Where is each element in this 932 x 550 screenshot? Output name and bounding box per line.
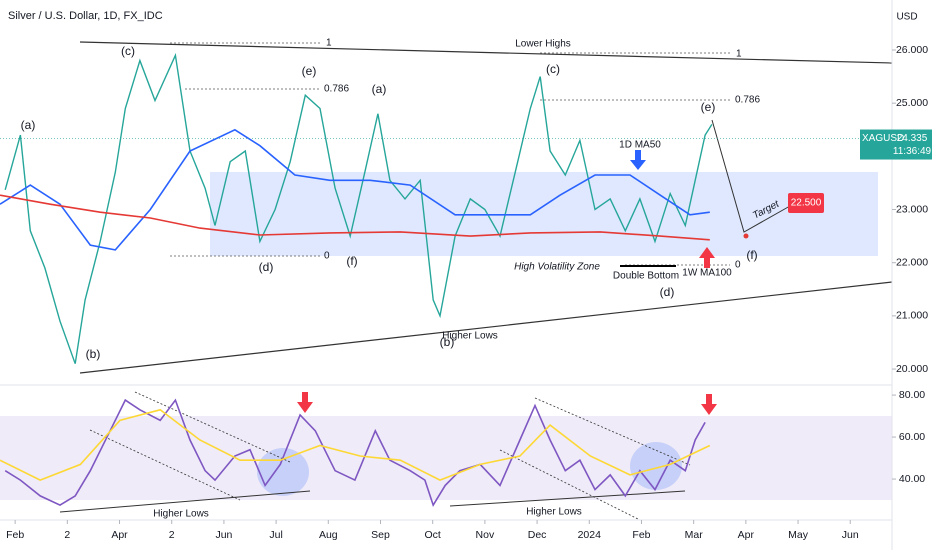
fib-label: 1	[326, 38, 332, 49]
arrow-down	[701, 394, 717, 415]
y-tick-label: 23.000	[896, 203, 928, 215]
wave-label: (f)	[746, 248, 757, 262]
channel-line	[134, 391, 291, 463]
x-tick-label: Apr	[738, 529, 755, 541]
x-tick-label: Feb	[632, 529, 650, 541]
wave-label: (e)	[701, 100, 716, 114]
y-tick-label: 22.000	[896, 256, 928, 268]
series-line	[4, 52, 713, 364]
fib-label: 0	[735, 260, 741, 271]
target-dot	[743, 233, 749, 239]
fib-label: 1	[736, 49, 742, 60]
x-tick-label: 2024	[578, 529, 602, 541]
annotation: High Volatility Zone	[514, 262, 600, 273]
arrow-down	[297, 392, 313, 413]
target-box	[788, 193, 824, 213]
x-tick-label: 2	[64, 529, 70, 541]
x-tick-label: Apr	[111, 529, 128, 541]
annotation: 1W MA100	[682, 268, 732, 279]
x-tick-label: Jun	[215, 529, 232, 541]
annotation: Higher Lows	[526, 507, 582, 518]
wave-label: (d)	[660, 285, 675, 299]
rsi-band	[0, 416, 892, 500]
x-tick-label: Aug	[319, 529, 338, 541]
fib-label: 0.786	[735, 95, 760, 106]
trend-line	[79, 41, 893, 64]
x-tick-label: 2	[169, 529, 175, 541]
x-tick-label: Feb	[6, 529, 24, 541]
channel-line	[534, 397, 691, 466]
y-tick-label: 80.00	[899, 389, 925, 401]
series-line	[4, 398, 706, 507]
wave-label: (c)	[121, 44, 135, 58]
wave-label: (a)	[372, 82, 387, 96]
last-price: 24.335	[897, 133, 928, 144]
series-line	[0, 408, 711, 481]
wave-label: (f)	[346, 254, 357, 268]
trend-line	[79, 281, 893, 374]
rsi-trend-line	[59, 490, 311, 513]
x-tick-label: Mar	[685, 529, 704, 541]
y-tick-label: 20.000	[896, 363, 928, 375]
fib-label: 0.786	[324, 84, 349, 95]
y-tick-label: 26.000	[896, 44, 928, 56]
wave-label: (d)	[259, 260, 274, 274]
series-line	[0, 194, 710, 241]
x-tick-label: May	[788, 529, 809, 541]
annotation: Higher Lows	[153, 509, 209, 520]
highlight	[257, 448, 309, 496]
projection-path	[711, 119, 791, 233]
wave-label: (b)	[440, 335, 455, 349]
countdown: 11:36:49	[893, 146, 932, 157]
x-tick-label: Sep	[371, 529, 390, 541]
wave-label: (e)	[302, 64, 317, 78]
series-line	[0, 128, 710, 251]
y-tick-label: 21.000	[896, 310, 928, 322]
symbol-label: XAGUSD	[862, 133, 904, 144]
rsi-channels	[89, 391, 691, 521]
arrow-down	[630, 150, 646, 170]
channel-line	[89, 429, 241, 501]
x-tick-label: Nov	[476, 529, 495, 541]
x-tick-label: Jul	[269, 529, 282, 541]
x-tick-label: Dec	[528, 529, 547, 541]
price-tag	[860, 129, 932, 160]
wave-label: (a)	[21, 118, 36, 132]
annotation: 1D MA50	[619, 140, 661, 151]
x-tick-label: Oct	[425, 529, 441, 541]
x-tick-label: Jun	[842, 529, 859, 541]
highlight	[630, 442, 682, 490]
rsi-trend-line	[449, 490, 686, 507]
y-tick-label: 40.00	[899, 473, 925, 485]
annotation: Lower Highs	[515, 39, 571, 50]
high-volatility-zone	[210, 172, 878, 256]
currency: USD	[896, 12, 917, 23]
fib-label: 0	[324, 251, 330, 262]
annotation: Double Bottom	[613, 271, 679, 282]
target-label: 22.500	[791, 198, 822, 209]
annotation: Higher Lows	[442, 331, 498, 342]
wave-label: (c)	[546, 62, 560, 76]
chart-title: Silver / U.S. Dollar, 1D, FX_IDC	[8, 10, 163, 22]
y-tick-label: 25.000	[896, 97, 928, 109]
arrow-up	[699, 247, 715, 268]
marks	[0, 52, 713, 507]
wave-label: (b)	[86, 347, 101, 361]
y-tick-label: 60.00	[899, 431, 925, 443]
